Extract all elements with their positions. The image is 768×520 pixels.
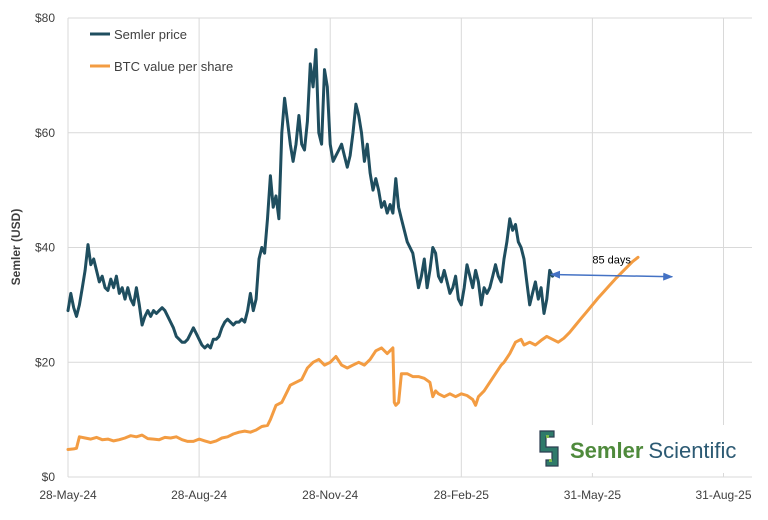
y-tick-label-0: $0 xyxy=(42,470,56,484)
annotation-arrow xyxy=(550,270,674,281)
legend-label-semler: Semler price xyxy=(114,27,187,42)
x-tick-label-4: 31-May-25 xyxy=(564,488,622,502)
logo-word-semler: Semler xyxy=(570,438,644,463)
y-tick-label-2: $40 xyxy=(35,241,55,255)
x-tick-label-5: 31-Aug-25 xyxy=(695,488,751,502)
y-tick-label-4: $80 xyxy=(35,11,55,25)
y-axis-label: Semler (USD) xyxy=(9,209,23,286)
logo-text: Semler Scientific xyxy=(570,438,736,463)
semler-logo-icon xyxy=(539,430,559,467)
series-lines xyxy=(66,48,640,451)
annotation: 85 days xyxy=(550,254,674,281)
y-tick-label-1: $20 xyxy=(35,355,55,369)
semler-scientific-logo: Semler Scientific xyxy=(532,425,758,473)
x-tick-label-0: 28-May-24 xyxy=(39,488,97,502)
annotation-label: 85 days xyxy=(592,254,631,266)
series-line-btc-value-per-share xyxy=(66,255,640,451)
y-tick-label-3: $60 xyxy=(35,126,55,140)
y-tick-labels: $0 $20 $40 $60 $80 xyxy=(35,11,55,484)
x-tick-labels: 28-May-24 28-Aug-24 28-Nov-24 28-Feb-25 31-M… xyxy=(39,488,752,502)
series-line-semler-price xyxy=(66,48,554,350)
grid xyxy=(67,17,752,478)
x-tick-label-1: 28-Aug-24 xyxy=(171,488,227,502)
x-tick-label-3: 28-Feb-25 xyxy=(434,488,490,502)
legend-label-btc: BTC value per share xyxy=(114,59,233,74)
logo-word-scientific: Scientific xyxy=(648,438,736,463)
legend: Semler price BTC value per share xyxy=(90,27,233,74)
x-tick-label-2: 28-Nov-24 xyxy=(302,488,358,502)
